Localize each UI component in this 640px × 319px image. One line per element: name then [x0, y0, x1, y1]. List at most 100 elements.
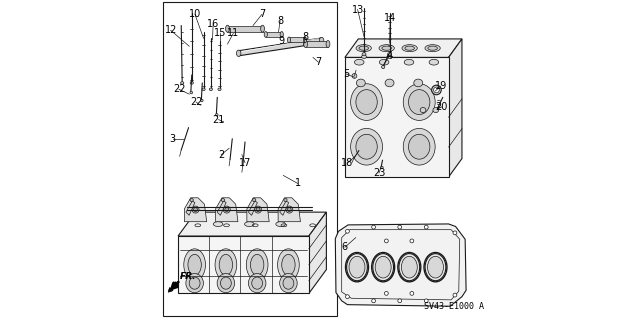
Ellipse shape	[287, 37, 291, 43]
Ellipse shape	[255, 206, 262, 213]
Ellipse shape	[431, 85, 441, 95]
Ellipse shape	[382, 46, 392, 50]
Text: 20: 20	[436, 102, 448, 112]
Ellipse shape	[304, 41, 308, 48]
Text: 1: 1	[294, 178, 301, 189]
Text: 7: 7	[316, 57, 321, 67]
Ellipse shape	[359, 46, 369, 50]
Ellipse shape	[410, 239, 414, 243]
Ellipse shape	[326, 41, 330, 48]
Text: 11: 11	[227, 28, 239, 39]
Ellipse shape	[433, 87, 439, 93]
Polygon shape	[247, 198, 269, 222]
Ellipse shape	[356, 134, 377, 159]
Ellipse shape	[319, 37, 324, 44]
Ellipse shape	[381, 166, 383, 169]
Text: 8: 8	[303, 32, 308, 42]
Polygon shape	[217, 201, 226, 215]
Ellipse shape	[260, 25, 264, 32]
Ellipse shape	[184, 249, 205, 281]
Ellipse shape	[200, 99, 203, 102]
Ellipse shape	[287, 208, 291, 211]
Ellipse shape	[202, 88, 205, 91]
Text: 22: 22	[173, 84, 185, 94]
Ellipse shape	[424, 225, 428, 229]
Ellipse shape	[401, 256, 417, 278]
Ellipse shape	[248, 274, 266, 293]
Text: 23: 23	[373, 168, 385, 178]
Ellipse shape	[428, 256, 444, 278]
Ellipse shape	[303, 37, 307, 43]
Ellipse shape	[193, 208, 197, 211]
Ellipse shape	[388, 53, 392, 56]
Ellipse shape	[280, 274, 297, 293]
Text: 16: 16	[207, 19, 220, 29]
Text: 14: 14	[384, 12, 396, 23]
Ellipse shape	[420, 108, 426, 113]
Text: 3: 3	[170, 134, 176, 144]
Ellipse shape	[220, 277, 231, 289]
Polygon shape	[227, 26, 262, 32]
Ellipse shape	[346, 229, 349, 233]
Text: 10: 10	[189, 9, 201, 19]
Ellipse shape	[180, 82, 184, 84]
Ellipse shape	[372, 225, 376, 229]
Text: 7: 7	[259, 9, 265, 19]
Text: FR.: FR.	[180, 272, 196, 281]
Ellipse shape	[250, 255, 264, 275]
Ellipse shape	[375, 256, 391, 278]
Polygon shape	[186, 201, 195, 215]
Ellipse shape	[372, 299, 376, 303]
Ellipse shape	[223, 206, 230, 213]
Ellipse shape	[372, 254, 394, 281]
Ellipse shape	[453, 231, 457, 235]
Text: 8: 8	[277, 16, 283, 26]
Text: 15: 15	[214, 28, 227, 39]
Ellipse shape	[429, 59, 438, 65]
Text: 9: 9	[278, 36, 285, 47]
Ellipse shape	[286, 206, 293, 213]
Ellipse shape	[356, 79, 365, 87]
Ellipse shape	[190, 198, 193, 202]
Text: 18: 18	[341, 158, 353, 168]
Ellipse shape	[352, 73, 357, 78]
Ellipse shape	[236, 50, 241, 56]
Ellipse shape	[284, 198, 287, 202]
Text: SV43-E1000 A: SV43-E1000 A	[424, 302, 484, 311]
Text: 21: 21	[212, 115, 225, 125]
Ellipse shape	[398, 225, 402, 229]
Ellipse shape	[425, 254, 446, 281]
Ellipse shape	[385, 292, 388, 295]
Polygon shape	[278, 198, 300, 222]
Ellipse shape	[221, 198, 225, 202]
Text: 2: 2	[218, 150, 224, 160]
Text: 19: 19	[435, 81, 447, 91]
Bar	[163, 2, 337, 316]
Ellipse shape	[346, 295, 349, 299]
Polygon shape	[306, 41, 328, 47]
Polygon shape	[345, 57, 449, 177]
Ellipse shape	[399, 254, 420, 281]
Ellipse shape	[213, 222, 223, 226]
Polygon shape	[248, 201, 257, 215]
Ellipse shape	[408, 134, 430, 159]
Ellipse shape	[405, 46, 415, 50]
Ellipse shape	[225, 208, 228, 211]
Ellipse shape	[398, 299, 402, 303]
Polygon shape	[216, 198, 238, 222]
Ellipse shape	[189, 277, 200, 289]
Ellipse shape	[404, 59, 414, 65]
Text: 22: 22	[190, 97, 202, 107]
Ellipse shape	[428, 46, 437, 50]
Ellipse shape	[219, 255, 232, 275]
Ellipse shape	[385, 79, 394, 87]
Ellipse shape	[414, 79, 422, 87]
Ellipse shape	[410, 292, 414, 295]
Polygon shape	[280, 201, 289, 215]
Polygon shape	[178, 212, 326, 236]
Ellipse shape	[264, 32, 268, 37]
Ellipse shape	[190, 82, 193, 84]
Ellipse shape	[351, 84, 383, 120]
Ellipse shape	[356, 45, 371, 52]
Polygon shape	[345, 39, 462, 57]
